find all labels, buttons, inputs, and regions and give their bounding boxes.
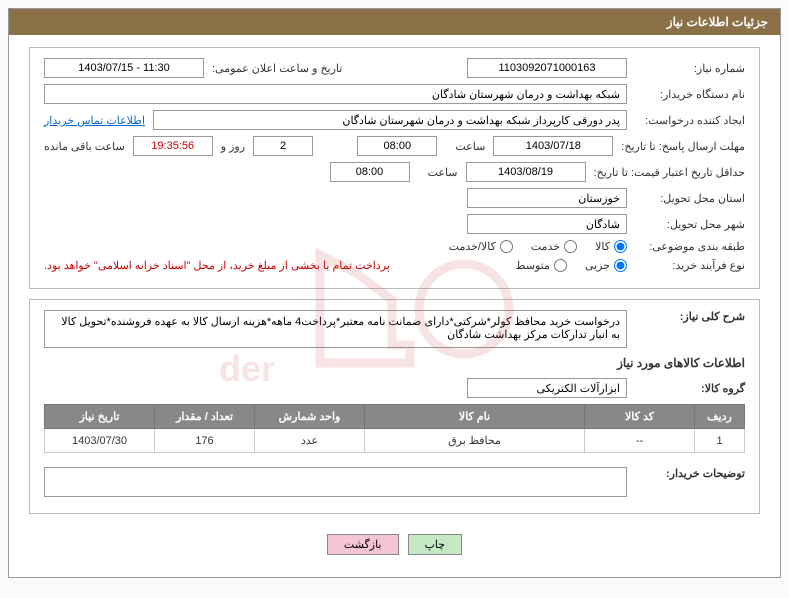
desc-label: شرح کلی نیاز:	[635, 310, 745, 323]
process-radio-group: جزیی متوسط	[515, 259, 627, 272]
th-date: تاریخ نیاز	[45, 405, 155, 429]
cat-both-radio[interactable]	[500, 240, 513, 253]
days-count-field[interactable]	[253, 136, 313, 156]
cell-date: 1403/07/30	[45, 429, 155, 453]
category-label: طبقه بندی موضوعی:	[635, 240, 745, 253]
buyer-notes-textarea[interactable]	[44, 467, 627, 497]
buyer-label: نام دستگاه خریدار:	[635, 88, 745, 101]
description-panel: شرح کلی نیاز: اطلاعات کالاهای مورد نیاز …	[29, 299, 760, 514]
validity-label: حداقل تاریخ اعتبار قیمت: تا تاریخ:	[594, 166, 745, 179]
desc-textarea[interactable]	[44, 310, 627, 348]
cell-row: 1	[695, 429, 745, 453]
table-row[interactable]: 1 -- محافظ برق عدد 176 1403/07/30	[45, 429, 745, 453]
group-label: گروه کالا:	[635, 382, 745, 395]
proc-partial-radio[interactable]	[614, 259, 627, 272]
buyer-notes-label: توضیحات خریدار:	[635, 467, 745, 480]
creator-field[interactable]	[153, 110, 627, 130]
th-qty: تعداد / مقدار	[155, 405, 255, 429]
validity-hour-field[interactable]	[330, 162, 410, 182]
button-bar: چاپ بازگشت	[29, 524, 760, 565]
province-field[interactable]	[467, 188, 627, 208]
buyer-field[interactable]	[44, 84, 627, 104]
need-no-label: شماره نیاز:	[635, 62, 745, 75]
province-label: استان محل تحویل:	[635, 192, 745, 205]
cat-goods-label: کالا	[595, 240, 610, 253]
announce-label: تاریخ و ساعت اعلان عمومی:	[212, 62, 342, 75]
cat-goods-radio[interactable]	[614, 240, 627, 253]
cat-service-option[interactable]: خدمت	[531, 240, 577, 253]
cat-service-label: خدمت	[531, 240, 560, 253]
days-and-label: روز و	[221, 140, 245, 153]
category-radio-group: کالا خدمت کالا/خدمت	[449, 240, 627, 253]
cell-qty: 176	[155, 429, 255, 453]
proc-partial-label: جزیی	[585, 259, 610, 272]
remain-time-field[interactable]	[133, 136, 213, 156]
validity-date-field[interactable]	[466, 162, 586, 182]
proc-medium-option[interactable]: متوسط	[515, 259, 567, 272]
process-label: نوع فرآیند خرید:	[635, 259, 745, 272]
remain-label: ساعت باقی مانده	[44, 140, 125, 153]
cat-both-label: کالا/خدمت	[449, 240, 496, 253]
announce-field[interactable]	[44, 58, 204, 78]
process-note: پرداخت تمام یا بخشی از مبلغ خرید، از محل…	[44, 259, 390, 272]
cat-both-option[interactable]: کالا/خدمت	[449, 240, 513, 253]
proc-medium-label: متوسط	[515, 259, 550, 272]
th-row: ردیف	[695, 405, 745, 429]
cat-service-radio[interactable]	[564, 240, 577, 253]
table-header-row: ردیف کد کالا نام کالا واحد شمارش تعداد /…	[45, 405, 745, 429]
creator-label: ایجاد کننده درخواست:	[635, 114, 745, 127]
proc-medium-radio[interactable]	[554, 259, 567, 272]
hour-label-2: ساعت	[418, 166, 458, 179]
cell-unit: عدد	[255, 429, 365, 453]
main-form-panel: شماره نیاز: تاریخ و ساعت اعلان عمومی: نا…	[29, 47, 760, 289]
city-field[interactable]	[467, 214, 627, 234]
th-code: کد کالا	[585, 405, 695, 429]
th-name: نام کالا	[365, 405, 585, 429]
goods-table: ردیف کد کالا نام کالا واحد شمارش تعداد /…	[44, 404, 745, 453]
deadline-date-field[interactable]	[493, 136, 613, 156]
panel-header: جزئیات اطلاعات نیاز	[9, 9, 780, 35]
cell-name: محافظ برق	[365, 429, 585, 453]
th-unit: واحد شمارش	[255, 405, 365, 429]
cat-goods-option[interactable]: کالا	[595, 240, 627, 253]
proc-partial-option[interactable]: جزیی	[585, 259, 627, 272]
group-field[interactable]	[467, 378, 627, 398]
goods-section-title: اطلاعات کالاهای مورد نیاز	[44, 356, 745, 370]
deadline-label: مهلت ارسال پاسخ: تا تاریخ:	[621, 140, 745, 153]
deadline-hour-field[interactable]	[357, 136, 437, 156]
print-button[interactable]: چاپ	[408, 534, 463, 555]
back-button[interactable]: بازگشت	[327, 534, 399, 555]
buyer-contact-link[interactable]: اطلاعات تماس خریدار	[44, 114, 145, 127]
hour-label-1: ساعت	[445, 140, 485, 153]
city-label: شهر محل تحویل:	[635, 218, 745, 231]
need-no-field[interactable]	[467, 58, 627, 78]
cell-code: --	[585, 429, 695, 453]
